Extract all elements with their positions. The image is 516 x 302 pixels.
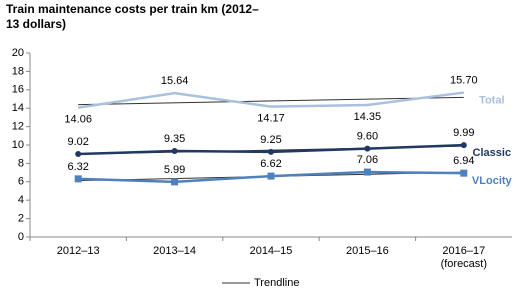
data-label: 9.25	[260, 134, 281, 146]
x-tick-label: 2014–15	[249, 245, 293, 257]
x-tick-label: 2012–13	[56, 245, 100, 257]
series-label: Total	[479, 94, 504, 106]
point	[171, 147, 178, 154]
legend-label: Trendline	[254, 277, 299, 289]
y-tick-label: 12	[12, 121, 24, 133]
data-label: 6.32	[67, 161, 88, 173]
series-line	[78, 91, 464, 109]
y-tick-label: 2	[18, 213, 24, 225]
y-tick-label: 6	[18, 176, 24, 188]
point	[268, 148, 274, 155]
data-label: 15.70	[450, 74, 478, 86]
series-label: Classic	[473, 147, 512, 159]
x-tick-label: 2013–14	[153, 245, 196, 257]
y-tick-label: 10	[12, 139, 24, 151]
y-tick-label: 14	[12, 102, 24, 114]
data-label: 14.35	[354, 111, 382, 123]
trendline	[78, 96, 464, 106]
point	[363, 168, 371, 176]
x-tick-label: 2015–16	[345, 245, 389, 257]
y-tick-label: 20	[12, 47, 24, 59]
chart-title: Train maintenance costs per train km (20…	[6, 2, 259, 31]
point	[267, 172, 275, 180]
data-label: 6.62	[260, 158, 281, 170]
data-label: 9.60	[357, 131, 378, 143]
point	[460, 142, 467, 149]
y-tick-label: 4	[18, 194, 24, 206]
point	[171, 178, 179, 186]
y-tick-label: 18	[12, 65, 24, 77]
data-label: 6.94	[453, 155, 474, 167]
data-label: 14.17	[257, 113, 285, 125]
y-tick-label: 0	[18, 231, 24, 243]
data-label: 15.64	[161, 75, 189, 87]
point	[364, 145, 371, 152]
y-tick-label: 8	[18, 157, 24, 169]
data-label: 5.99	[164, 164, 185, 176]
point	[74, 175, 82, 183]
data-label: 7.06	[357, 154, 378, 166]
data-label: 9.35	[164, 133, 185, 145]
series-label: VLocity	[472, 175, 513, 187]
point	[75, 151, 82, 158]
x-tick-label: 2016–17 (forecast)	[440, 245, 488, 270]
data-label: 9.02	[67, 136, 88, 148]
y-tick-label: 16	[12, 84, 24, 96]
data-label: 9.99	[453, 127, 474, 139]
point	[460, 169, 468, 177]
data-label: 14.06	[64, 114, 92, 126]
